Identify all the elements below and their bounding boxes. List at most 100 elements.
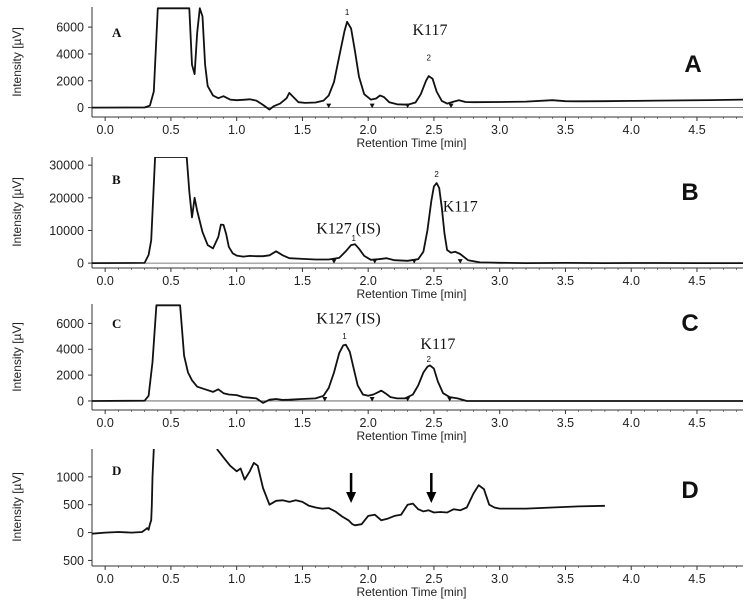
peak-number: 2	[426, 355, 431, 364]
x-tick-label: 4.0	[623, 123, 640, 137]
integration-marker	[457, 259, 463, 264]
x-tick-label: 4.0	[623, 416, 640, 430]
x-tick-label: 1.5	[294, 572, 311, 586]
x-tick-label: 2.0	[359, 123, 376, 137]
x-tick-label: 1.5	[294, 123, 311, 137]
x-tick-label: 2.5	[425, 274, 442, 288]
y-tick-label: 10000	[49, 224, 84, 238]
chromatogram-trace	[92, 7, 743, 111]
peak-label: K127 (IS)	[316, 310, 380, 327]
x-tick-label: 2.0	[359, 274, 376, 288]
integration-marker	[369, 103, 375, 109]
x-tick-label: 0.0	[96, 572, 113, 586]
x-tick-label: 0.0	[96, 274, 113, 288]
x-tick-label: 1.0	[228, 572, 245, 586]
y-axis-title: Intensity [µV]	[10, 27, 24, 97]
panel-letter: C	[112, 316, 121, 331]
x-tick-label: 1.0	[228, 416, 245, 430]
x-tick-label: 0.0	[96, 123, 113, 137]
peak-number: 2	[426, 54, 431, 63]
x-tick-label: 3.5	[557, 416, 574, 430]
panel-d: 0.0 0.5 1.0 1.5 2.0 2.5 3.0 3.5 4.0 4.5 1000 500 0 50…	[10, 449, 743, 599]
y-tick-label: 500	[63, 554, 84, 568]
x-tick-label: 0.5	[162, 123, 179, 137]
peak-label: K117	[413, 22, 448, 39]
chromatogram-trace	[92, 304, 743, 404]
arrow-head	[346, 492, 357, 503]
peak-number: 2	[434, 170, 439, 179]
x-axis-title: Retention Time [min]	[356, 429, 466, 443]
x-tick-label: 4.0	[623, 274, 640, 288]
x-tick-label: 3.0	[491, 572, 508, 586]
y-tick-label: 6000	[56, 317, 84, 331]
integration-marker	[411, 259, 417, 264]
integration-marker	[448, 103, 454, 109]
y-tick-label: 6000	[56, 21, 84, 35]
panel-letter: A	[112, 25, 122, 40]
x-axis-title: Retention Time [min]	[356, 287, 466, 301]
x-tick-label: 3.0	[491, 123, 508, 137]
integration-marker	[372, 259, 378, 264]
x-tick-label: 0.5	[162, 572, 179, 586]
x-tick-label: 4.5	[688, 123, 705, 137]
x-tick-label: 3.5	[557, 123, 574, 137]
integration-marker	[326, 103, 332, 109]
y-tick-label: 0	[77, 101, 84, 115]
x-tick-label: 2.5	[425, 416, 442, 430]
integration-marker	[447, 396, 453, 402]
x-tick-label: 2.5	[425, 123, 442, 137]
x-axis-title: Retention Time [min]	[356, 585, 466, 599]
panel-tag: D	[681, 477, 698, 504]
x-tick-label: 1.0	[228, 274, 245, 288]
y-tick-label: 20000	[49, 191, 84, 205]
y-tick-label: 4000	[56, 47, 84, 61]
y-axis-title: Intensity [µV]	[10, 322, 24, 392]
panel-letter: D	[112, 463, 121, 478]
chromatogram-trace-segment	[216, 449, 605, 527]
peak-label: K117	[443, 199, 478, 216]
peak-label: K127 (IS)	[316, 221, 380, 238]
x-tick-label: 4.5	[688, 274, 705, 288]
x-tick-label: 0.5	[162, 416, 179, 430]
x-tick-label: 2.5	[425, 572, 442, 586]
x-tick-label: 1.5	[294, 416, 311, 430]
x-tick-label: 1.5	[294, 274, 311, 288]
x-tick-label: 4.0	[623, 572, 640, 586]
y-tick-label: 0	[77, 257, 84, 271]
peak-label: K117	[420, 336, 455, 353]
peak-number: 1	[345, 8, 350, 17]
integration-marker	[405, 103, 411, 109]
integration-marker	[322, 396, 328, 402]
panel-tag: C	[681, 310, 698, 337]
x-tick-label: 0.5	[162, 274, 179, 288]
chromatogram-trace	[92, 157, 743, 264]
x-tick-label: 2.0	[359, 416, 376, 430]
y-axis-title: Intensity [µV]	[10, 472, 24, 542]
x-tick-label: 3.5	[557, 572, 574, 586]
integration-marker	[331, 259, 337, 264]
y-tick-label: 0	[77, 394, 84, 408]
panel-tag: A	[684, 51, 701, 78]
peak-number: 1	[342, 332, 347, 341]
x-tick-label: 1.0	[228, 123, 245, 137]
x-tick-label: 4.5	[688, 416, 705, 430]
x-tick-label: 0.0	[96, 416, 113, 430]
y-tick-label: 500	[63, 498, 84, 512]
x-tick-label: 3.0	[491, 416, 508, 430]
panel-b: 0.0 0.5 1.0 1.5 2.0 2.5 3.0 3.5 4.0 4.5 0 10000 2000…	[10, 157, 743, 301]
panel-tag: B	[681, 179, 698, 206]
y-tick-label: 1000	[56, 470, 84, 484]
y-tick-label: 30000	[49, 159, 84, 173]
integration-marker	[405, 396, 411, 402]
y-tick-label: 2000	[56, 369, 84, 383]
x-tick-label: 3.5	[557, 274, 574, 288]
arrow-head	[426, 492, 437, 503]
y-tick-label: 4000	[56, 343, 84, 357]
panel-letter: B	[112, 172, 121, 187]
x-axis-title: Retention Time [min]	[356, 136, 466, 150]
panel-a: 0.0 0.5 1.0 1.5 2.0 2.5 3.0 3.5 4.0 4.5 0 2000 4000 6…	[10, 7, 743, 150]
panel-c: 0.0 0.5 1.0 1.5 2.0 2.5 3.0 3.5 4.0 4.5 0 2000 4000 6…	[10, 304, 743, 443]
y-axis-title: Intensity [µV]	[10, 177, 24, 247]
peak-number: 1	[351, 234, 356, 243]
